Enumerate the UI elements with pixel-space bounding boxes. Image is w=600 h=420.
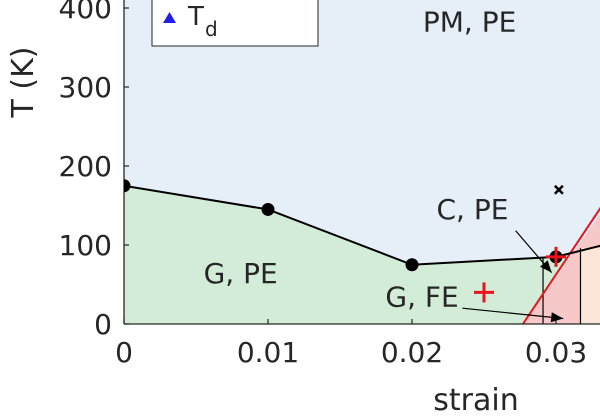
legend-label-subscript: d — [205, 17, 218, 41]
region-label-2: C, PE — [437, 193, 509, 226]
axes: 0 0.01 0.02 0.03 0 100 200 300 400 — [59, 0, 600, 369]
red-boundary-line — [522, 206, 600, 324]
y-tick-label-2: 200 — [59, 150, 112, 183]
legend-box — [151, 0, 319, 47]
legend-label: T — [187, 2, 204, 32]
extra-point-0 — [546, 246, 566, 267]
x-tick-label-1: 0.01 — [237, 336, 299, 369]
arrow-head-0 — [540, 260, 552, 273]
data-marks — [124, 179, 600, 303]
region-orange — [580, 248, 600, 324]
extra-point-2 — [553, 184, 564, 195]
arrow-head-1 — [550, 312, 564, 323]
region-label-1: G, PE — [204, 257, 278, 290]
x-tick-label-2: 0.02 — [381, 336, 443, 369]
data-point-1 — [261, 202, 275, 216]
y-axis-label: T (K) — [6, 47, 41, 119]
y-tick-label-0: 0 — [94, 308, 112, 341]
y-tick-label-4: 400 — [59, 0, 112, 25]
region-label-3: G, FE — [385, 281, 458, 314]
data-point-0 — [124, 179, 131, 193]
data-point-2 — [405, 258, 419, 272]
phase-regions — [124, 0, 600, 324]
x-tick-label-3: 0.03 — [525, 336, 587, 369]
x-tick-label-0: 0 — [115, 336, 133, 369]
arrow-line-1 — [462, 307, 564, 320]
y-tick-label-3: 300 — [59, 71, 112, 104]
x-axis-label: strain — [433, 383, 518, 418]
legend: T d — [151, 0, 319, 47]
phase-boundaries — [522, 206, 600, 324]
region-labels: PM, PE G, PE C, PE G, FE — [204, 6, 564, 323]
region-label-0: PM, PE — [423, 6, 516, 39]
legend-triangle-marker — [163, 12, 176, 23]
region-g-pe — [124, 185, 544, 324]
extra-point-1 — [474, 282, 494, 303]
y-tick-label-1: 100 — [59, 229, 112, 262]
x-b-2 — [553, 184, 564, 195]
